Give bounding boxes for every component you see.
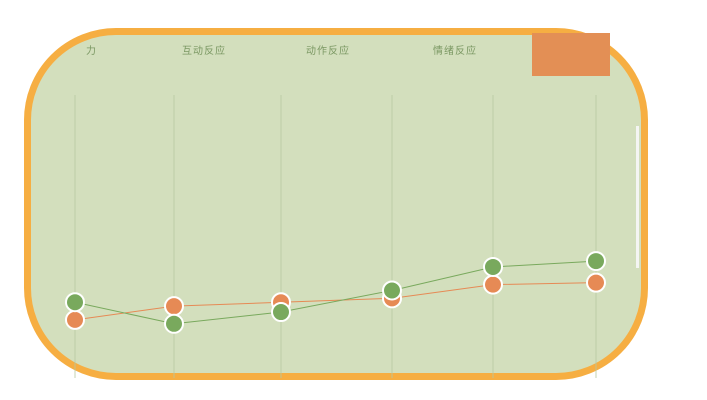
side-scroll-indicator [636,126,639,268]
series-2-point-5[interactable] [483,274,503,295]
series-1-point-3[interactable] [271,302,291,323]
series-lines [74,260,597,325]
series-line-1 [74,260,597,325]
tab-action-response[interactable]: 动作反应 [306,46,350,57]
series-1-point-4[interactable] [382,280,402,301]
series-2-point-6[interactable] [586,272,606,293]
active-tab[interactable] [532,33,610,76]
series-1-point-5[interactable] [483,256,503,277]
tab-partial[interactable]: 力 [86,46,97,57]
series-line-2 [74,282,597,321]
series-1-point-6[interactable] [586,251,606,272]
tab-interaction-response[interactable]: 互动反应 [182,46,226,57]
grid-lines [74,95,597,378]
series-2-point-1[interactable] [65,309,85,330]
tab-emotion-response[interactable]: 情绪反应 [433,46,477,57]
series-2-point-2[interactable] [164,296,184,317]
chart-panel [24,28,648,380]
series-1-point-2[interactable] [164,313,184,334]
series-1-point-1[interactable] [65,292,85,313]
series-points [65,251,606,334]
